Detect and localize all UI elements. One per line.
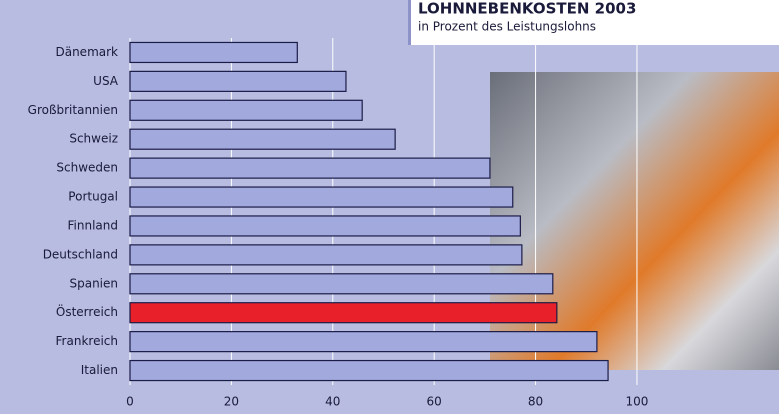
x-tick-label: 40 bbox=[325, 395, 340, 409]
bar bbox=[129, 186, 514, 208]
x-tick-label: 80 bbox=[528, 395, 543, 409]
y-tick-label: Finnland bbox=[68, 218, 118, 232]
y-tick-label: Deutschland bbox=[43, 247, 118, 261]
y-tick-label: Großbritannien bbox=[28, 103, 118, 117]
bar bbox=[129, 331, 598, 353]
bar bbox=[129, 273, 554, 295]
y-tick-label: USA bbox=[93, 74, 119, 88]
y-tick-label: Frankreich bbox=[56, 334, 118, 348]
title-box bbox=[408, 0, 779, 45]
chart-title: LOHNNEBENKOSTEN 2003 bbox=[418, 0, 636, 18]
photo bbox=[490, 72, 779, 370]
bar bbox=[129, 302, 558, 324]
bar bbox=[129, 244, 523, 266]
bar bbox=[129, 157, 491, 179]
y-tick-label: Italien bbox=[81, 363, 118, 377]
x-tick-label: 20 bbox=[224, 395, 239, 409]
y-tick-label: Spanien bbox=[69, 276, 118, 290]
y-tick-label: Schweiz bbox=[69, 132, 118, 146]
x-tick-label: 0 bbox=[126, 395, 134, 409]
x-tick-label: 60 bbox=[427, 395, 442, 409]
bar bbox=[129, 41, 298, 64]
y-tick-label: Österreich bbox=[56, 303, 118, 319]
y-tick-label: Portugal bbox=[68, 190, 118, 204]
title-box-edge bbox=[408, 0, 411, 45]
chart-subtitle: in Prozent des Leistungslohns bbox=[418, 20, 596, 34]
bar bbox=[129, 359, 609, 382]
y-tick-label: Schweden bbox=[56, 161, 118, 175]
bar bbox=[129, 215, 521, 237]
bar bbox=[129, 70, 347, 92]
x-tick-label: 100 bbox=[626, 395, 649, 409]
y-tick-label: Dänemark bbox=[55, 45, 118, 59]
bar bbox=[129, 128, 396, 150]
bar bbox=[129, 99, 363, 121]
